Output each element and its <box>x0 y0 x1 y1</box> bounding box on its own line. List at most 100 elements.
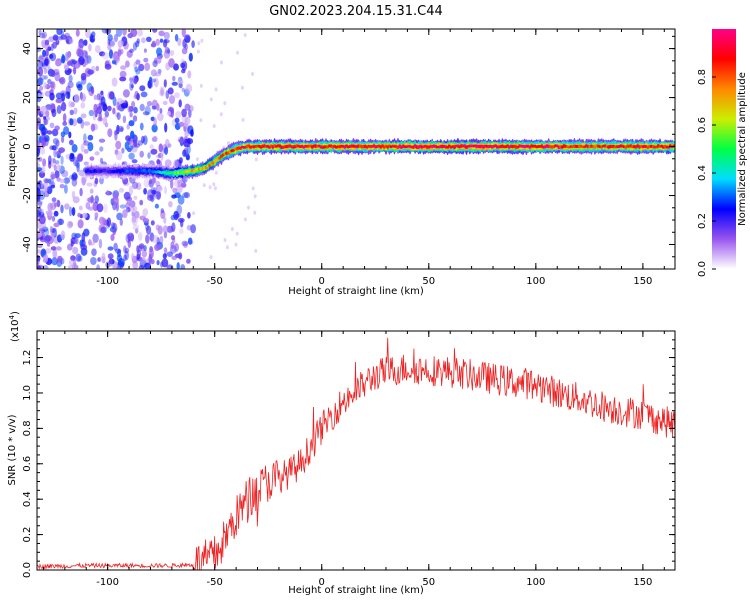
noise-speckle <box>66 38 70 44</box>
noise-speckle <box>89 188 94 194</box>
noise-speckle <box>40 208 44 215</box>
noise-speckle <box>176 262 180 269</box>
snr-y-label: SNR (10 * v/v) <box>7 414 18 485</box>
colorbar-tick-label: 0.6 <box>697 117 708 133</box>
noise-speckle <box>37 46 42 53</box>
noise-speckle <box>209 255 213 260</box>
noise-speckle <box>160 88 164 96</box>
noise-speckle <box>39 147 46 155</box>
noise-speckle <box>75 253 82 262</box>
noise-speckle <box>174 34 179 42</box>
spectrogram-noise-layer <box>37 29 258 269</box>
noise-speckle <box>164 185 167 195</box>
noise-speckle <box>126 50 133 58</box>
noise-speckle <box>62 113 67 123</box>
noise-speckle <box>189 129 194 137</box>
noise-speckle <box>162 100 168 106</box>
noise-speckle <box>140 257 146 264</box>
noise-speckle <box>154 72 162 77</box>
noise-speckle <box>60 55 66 64</box>
noise-speckle <box>170 179 174 189</box>
noise-speckle <box>55 139 60 147</box>
snr-y-scale-close: ) <box>10 311 21 315</box>
noise-speckle <box>139 103 145 112</box>
noise-speckle <box>92 233 99 243</box>
noise-speckle <box>139 199 144 206</box>
noise-speckle <box>133 61 137 70</box>
noise-speckle <box>112 107 116 115</box>
noise-speckle <box>125 233 131 243</box>
noise-speckle <box>115 112 119 118</box>
noise-speckle <box>126 124 130 130</box>
snr-x-label: Height of straight line (km) <box>288 585 424 596</box>
noise-speckle <box>71 172 78 181</box>
noise-speckle <box>37 92 41 98</box>
noise-speckle <box>55 92 63 100</box>
noise-speckle <box>214 170 218 175</box>
noise-speckle <box>44 186 48 197</box>
noise-speckle <box>156 103 160 111</box>
noise-speckle <box>160 151 164 161</box>
noise-speckle <box>209 97 213 102</box>
noise-speckle <box>43 67 47 75</box>
noise-speckle <box>73 107 78 115</box>
noise-speckle <box>149 76 153 83</box>
noise-speckle <box>60 155 64 165</box>
noise-speckle <box>41 140 46 148</box>
noise-speckle <box>63 126 70 135</box>
noise-speckle <box>150 187 158 195</box>
noise-speckle <box>150 259 155 265</box>
noise-speckle <box>44 137 49 147</box>
noise-speckle <box>67 60 72 66</box>
noise-speckle <box>99 51 106 57</box>
noise-speckle <box>86 55 92 64</box>
noise-speckle <box>106 189 110 196</box>
noise-speckle <box>42 115 47 120</box>
noise-speckle <box>162 253 167 259</box>
noise-speckle <box>152 29 158 33</box>
noise-speckle <box>55 98 63 104</box>
noise-speckle <box>73 156 79 167</box>
svg-text:(x104): (x104) <box>8 311 21 342</box>
noise-speckle <box>59 184 65 189</box>
noise-speckle <box>168 58 175 68</box>
noise-speckle <box>68 74 73 83</box>
noise-speckle <box>114 131 118 141</box>
noise-speckle <box>125 196 133 202</box>
noise-speckle <box>157 68 162 74</box>
noise-speckle <box>143 48 147 53</box>
noise-speckle <box>100 226 106 233</box>
noise-speckle <box>47 178 55 185</box>
noise-speckle <box>192 211 196 216</box>
noise-speckle <box>153 117 157 127</box>
noise-speckle <box>168 95 176 104</box>
noise-speckle <box>38 201 43 207</box>
noise-speckle <box>133 106 138 114</box>
snr-y-axis: 0.0 0.2 0.4 0.6 0.8 1.0 1.2 <box>22 339 675 578</box>
noise-speckle <box>182 38 187 49</box>
noise-speckle <box>119 218 124 226</box>
colorbar-tick-label: 0.8 <box>697 69 708 85</box>
noise-speckle <box>94 195 100 204</box>
noise-speckle <box>116 151 123 161</box>
noise-speckle <box>150 69 157 77</box>
noise-speckle <box>150 148 158 155</box>
noise-speckle <box>49 181 56 187</box>
noise-speckle <box>83 133 87 143</box>
noise-speckle <box>136 249 142 259</box>
noise-speckle <box>39 225 46 231</box>
noise-speckle <box>170 235 176 241</box>
noise-speckle <box>61 170 69 178</box>
noise-speckle <box>108 49 114 59</box>
noise-speckle <box>151 124 158 133</box>
noise-speckle <box>159 108 163 114</box>
noise-speckle <box>69 139 74 146</box>
noise-speckle <box>156 47 163 56</box>
spectrogram-y-label: Frequency (Hz) <box>7 111 18 187</box>
noise-speckle <box>135 228 139 234</box>
noise-speckle <box>179 227 184 235</box>
noise-speckle <box>174 92 180 99</box>
noise-speckle <box>120 65 127 70</box>
noise-speckle <box>166 251 173 257</box>
